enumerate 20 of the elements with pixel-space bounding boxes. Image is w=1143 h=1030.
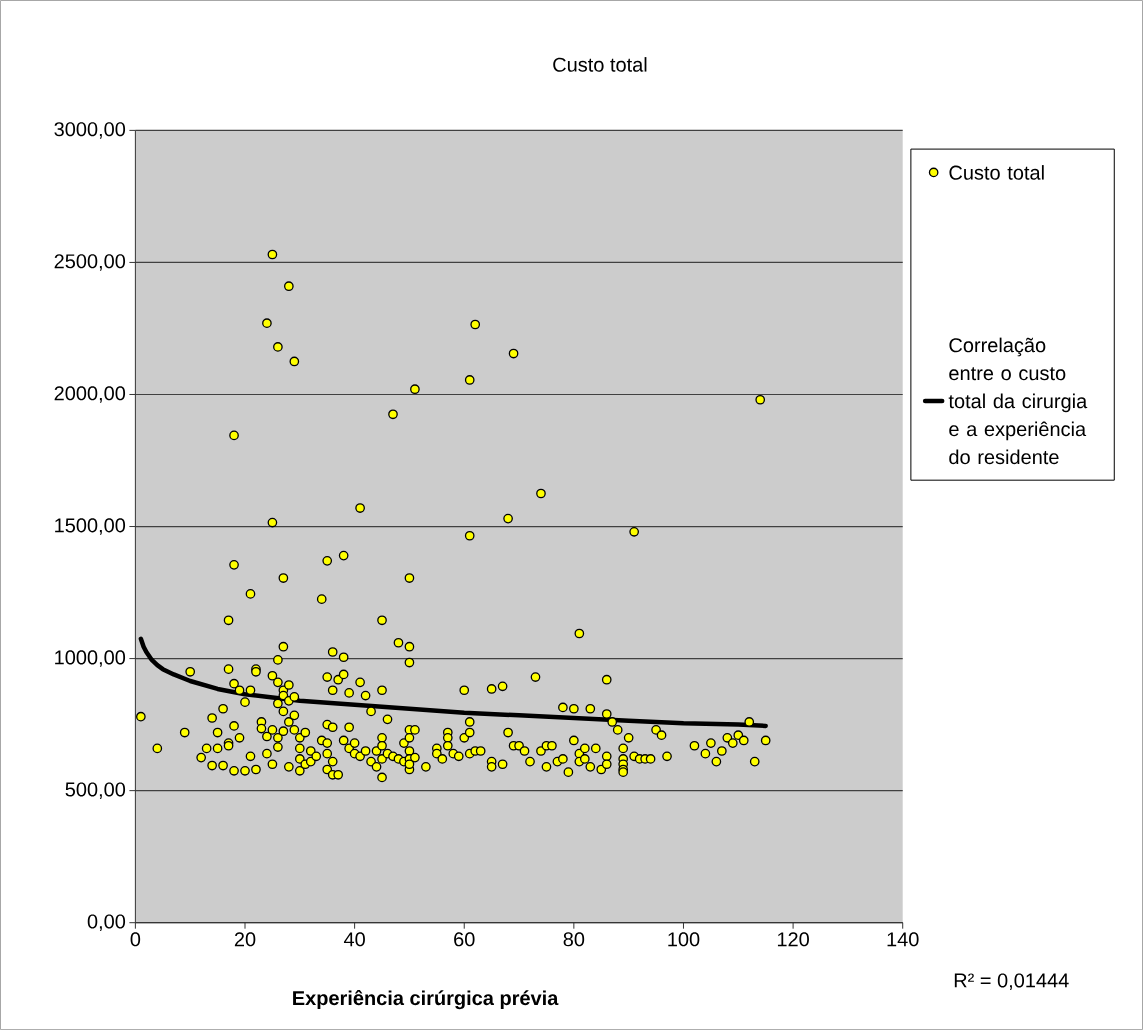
y-tick-label: 2000,00 [54,386,126,403]
x-tick-label: 100 [668,932,700,947]
legend-label: Correlação entre o custo total da cirurgia e a experiência do residente [948,337,1088,465]
x-tick-label: 0 [130,932,141,947]
y-tick-label: 1000,00 [55,650,126,667]
x-tick-label: 20 [234,932,256,947]
y-tick-label: 0,00 [87,914,126,931]
y-tick-label: 1500,00 [55,518,126,535]
y-tick-label: 2500,00 [54,254,126,271]
x-axis-title: Experiência cirúrgica prévia [293,990,559,1010]
x-tick-label: 140 [887,932,919,947]
x-tick-label: 40 [343,932,365,947]
y-tick-label: 500,00 [65,782,126,799]
text: R² = 0,01444 [954,973,1069,990]
legend-label: Custo total [949,165,1044,180]
chart-title: Custo total [553,57,647,72]
y-tick-label: 3000,00 [54,122,126,139]
x-tick-label: 80 [563,932,585,947]
x-tick-label: 60 [454,932,475,947]
x-tick-label: 120 [777,932,809,947]
